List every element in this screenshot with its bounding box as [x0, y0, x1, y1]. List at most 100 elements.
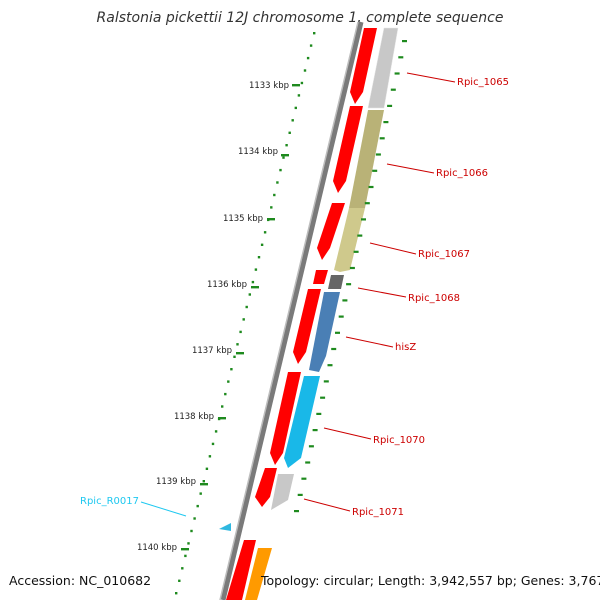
- ruler-tick-1133: [292, 84, 300, 87]
- ruler-dot: [285, 144, 288, 147]
- rna-rpic-r0017-marker[interactable]: [219, 523, 231, 531]
- gene-hisz-arrow[interactable]: [309, 292, 340, 372]
- ruler-dot: [260, 243, 264, 246]
- gene-rpic-1067-arrow[interactable]: [334, 208, 365, 272]
- outer-tick: [305, 461, 311, 464]
- ruler-dot: [270, 206, 273, 209]
- ruler-dot: [288, 131, 291, 134]
- forward-gene-4[interactable]: [313, 270, 328, 284]
- ruler-dot: [196, 504, 199, 508]
- ruler-dot: [221, 405, 224, 408]
- accession-text: Accession: NC_010682: [9, 573, 152, 588]
- ruler-dot: [257, 256, 261, 259]
- ruler-dot: [291, 119, 294, 122]
- outer-tick: [387, 104, 393, 107]
- gene-label-rpic-1070[interactable]: Rpic_1070: [373, 435, 425, 446]
- ruler-tick-1135: [267, 218, 275, 221]
- gene-label-rpic-1066[interactable]: Rpic_1066: [436, 168, 488, 179]
- ruler-label-1139: 1139 kbp: [156, 477, 196, 487]
- outer-tick: [390, 88, 396, 91]
- forward-gene-5[interactable]: [293, 289, 321, 364]
- outer-tick: [301, 477, 307, 480]
- ruler-dot: [236, 343, 239, 346]
- ruler-dot: [227, 380, 230, 383]
- ruler-dot: [202, 480, 205, 483]
- ruler-dot: [300, 81, 304, 85]
- outer-tick: [320, 396, 326, 399]
- leader-line-rpic-1065: [406, 72, 456, 83]
- gene-orange-partial-arrow[interactable]: [245, 548, 272, 600]
- ruler-dot: [254, 268, 258, 271]
- ruler-dot: [175, 592, 178, 595]
- ruler-labels: 1133 kbp 1134 kbp 1135 kbp 1136 kbp 1137…: [137, 81, 300, 553]
- chromosome-backbone: [220, 21, 364, 600]
- outer-tick: [331, 347, 337, 351]
- outer-tick-track: [294, 40, 407, 513]
- leader-line-rpic-1067: [369, 242, 417, 255]
- ruler-dot: [294, 106, 297, 110]
- map-title: Ralstonia pickettii 12J chromosome 1, co…: [96, 10, 504, 26]
- outer-tick: [323, 380, 329, 383]
- outer-tick: [297, 493, 303, 496]
- ruler-dot: [230, 368, 233, 371]
- ruler-dot: [245, 305, 248, 309]
- rna-label-rpic-r0017[interactable]: Rpic_R0017: [80, 496, 139, 507]
- ruler-label-1138: 1138 kbp: [174, 412, 214, 422]
- ruler-tick-1138: [218, 417, 226, 420]
- gene-label-hisz[interactable]: hisZ: [395, 342, 416, 353]
- outer-tick: [383, 121, 389, 124]
- outer-tick: [349, 266, 355, 270]
- outer-tick: [394, 72, 400, 75]
- gene-rpic-1066-arrow[interactable]: [349, 110, 384, 208]
- outer-tick: [364, 202, 370, 205]
- ruler-dot: [309, 44, 313, 47]
- outer-tick: [357, 234, 363, 237]
- forward-gene-3[interactable]: [317, 203, 345, 260]
- leader-line-hisz: [345, 336, 394, 348]
- ruler-dot: [303, 69, 307, 72]
- outer-tick: [361, 218, 366, 221]
- leader-line-rpic-1070: [323, 427, 372, 440]
- outer-tick: [402, 40, 407, 43]
- gene-rpic-1065-arrow[interactable]: [367, 27, 399, 109]
- outer-tick: [308, 445, 314, 448]
- leader-line-rpic-1066: [386, 163, 435, 174]
- ruler-dot: [190, 529, 193, 533]
- gene-rpic-1071-arrow[interactable]: [271, 474, 294, 510]
- ruler-dot: [233, 355, 236, 358]
- ruler-dot: [297, 94, 301, 97]
- ruler-tick-1134: [281, 154, 289, 157]
- ruler-dot: [313, 32, 316, 35]
- outer-tick: [346, 283, 352, 286]
- gene-label-rpic-1071[interactable]: Rpic_1071: [352, 507, 404, 518]
- ruler-dot: [199, 492, 202, 495]
- reverse-strand-genes: [219, 27, 399, 600]
- ruler-dot: [193, 517, 196, 520]
- forward-gene-6[interactable]: [270, 372, 301, 465]
- forward-gene-8[interactable]: [226, 540, 256, 600]
- forward-gene-2[interactable]: [333, 106, 363, 193]
- outer-tick: [379, 137, 385, 140]
- outer-tick: [312, 429, 318, 432]
- gene-label-rpic-1067[interactable]: Rpic_1067: [418, 249, 470, 260]
- gene-rpic-1068-arrow[interactable]: [328, 275, 344, 289]
- ruler-dot: [208, 455, 212, 458]
- chromosome-backbone-highlight: [219, 21, 359, 600]
- leader-line-rpic-1071: [303, 498, 351, 512]
- ruler-dot: [187, 542, 190, 545]
- sequence-summary-text: Topology: circular; Length: 3,942,557 bp…: [261, 573, 600, 588]
- ruler-dot: [306, 56, 310, 60]
- gene-rpic-1070-arrow[interactable]: [284, 376, 320, 468]
- outer-tick: [342, 299, 348, 302]
- ruler-dot: [279, 168, 282, 172]
- forward-gene-1[interactable]: [350, 28, 377, 104]
- gene-label-rpic-1065[interactable]: Rpic_1065: [457, 77, 509, 88]
- gene-label-rpic-1068[interactable]: Rpic_1068: [408, 293, 460, 304]
- ruler-label-1140: 1140 kbp: [137, 543, 177, 553]
- ruler-label-1134: 1134 kbp: [238, 147, 278, 157]
- leader-line-rpic-1068: [357, 287, 407, 298]
- ruler-dot: [224, 392, 227, 396]
- ruler-dot: [263, 231, 267, 234]
- forward-gene-7[interactable]: [255, 468, 277, 507]
